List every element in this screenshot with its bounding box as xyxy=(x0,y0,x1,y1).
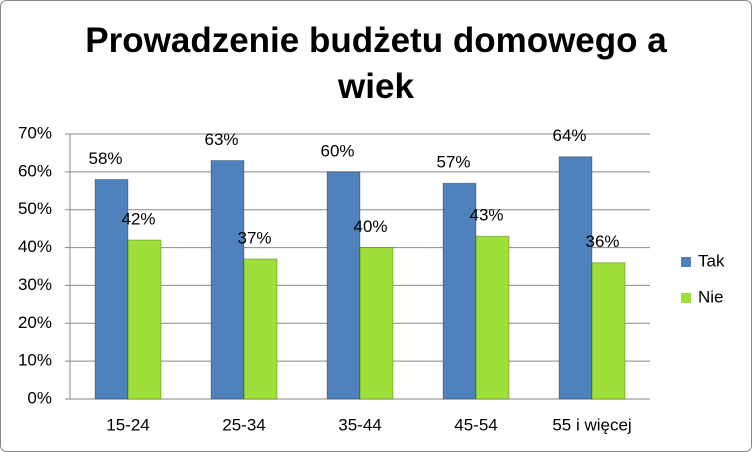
y-tick-label: 30% xyxy=(18,275,52,294)
y-tick-label: 60% xyxy=(18,161,52,180)
y-tick-label: 20% xyxy=(18,313,52,332)
bar xyxy=(442,182,477,400)
y-tick-label: 10% xyxy=(18,351,52,370)
bar xyxy=(475,235,510,400)
x-tick-label: 15-24 xyxy=(106,415,149,434)
bar xyxy=(591,262,626,400)
data-label: 63% xyxy=(204,130,238,149)
data-label: 60% xyxy=(320,141,354,160)
data-label: 42% xyxy=(121,209,155,228)
y-tick-label: 40% xyxy=(18,237,52,256)
bar xyxy=(210,160,245,400)
legend-label: Nie xyxy=(698,287,724,306)
bar xyxy=(94,178,129,400)
y-tick-label: 50% xyxy=(18,199,52,218)
legend-label: Tak xyxy=(698,251,725,270)
bar xyxy=(326,171,361,400)
y-tick-label: 0% xyxy=(27,388,52,407)
data-label: 64% xyxy=(552,126,586,145)
x-tick-label: 25-34 xyxy=(222,415,265,434)
bar xyxy=(558,156,593,400)
bar xyxy=(359,247,394,400)
y-tick-label: 70% xyxy=(18,123,52,142)
x-tick-label: 55 i więcej xyxy=(552,415,631,434)
bar xyxy=(243,258,278,400)
legend-swatch xyxy=(681,293,691,303)
legend-swatch xyxy=(681,257,691,267)
data-label: 40% xyxy=(353,217,387,236)
x-tick-label: 45-54 xyxy=(454,415,497,434)
data-label: 37% xyxy=(237,228,271,247)
data-label: 57% xyxy=(436,153,470,172)
data-label: 58% xyxy=(88,149,122,168)
x-tick-label: 35-44 xyxy=(338,415,381,434)
data-label: 43% xyxy=(469,206,503,225)
chart-title: Prowadzenie budżetu domowego a wiek xyxy=(85,21,667,106)
data-label: 36% xyxy=(585,232,619,251)
bar xyxy=(127,239,162,400)
